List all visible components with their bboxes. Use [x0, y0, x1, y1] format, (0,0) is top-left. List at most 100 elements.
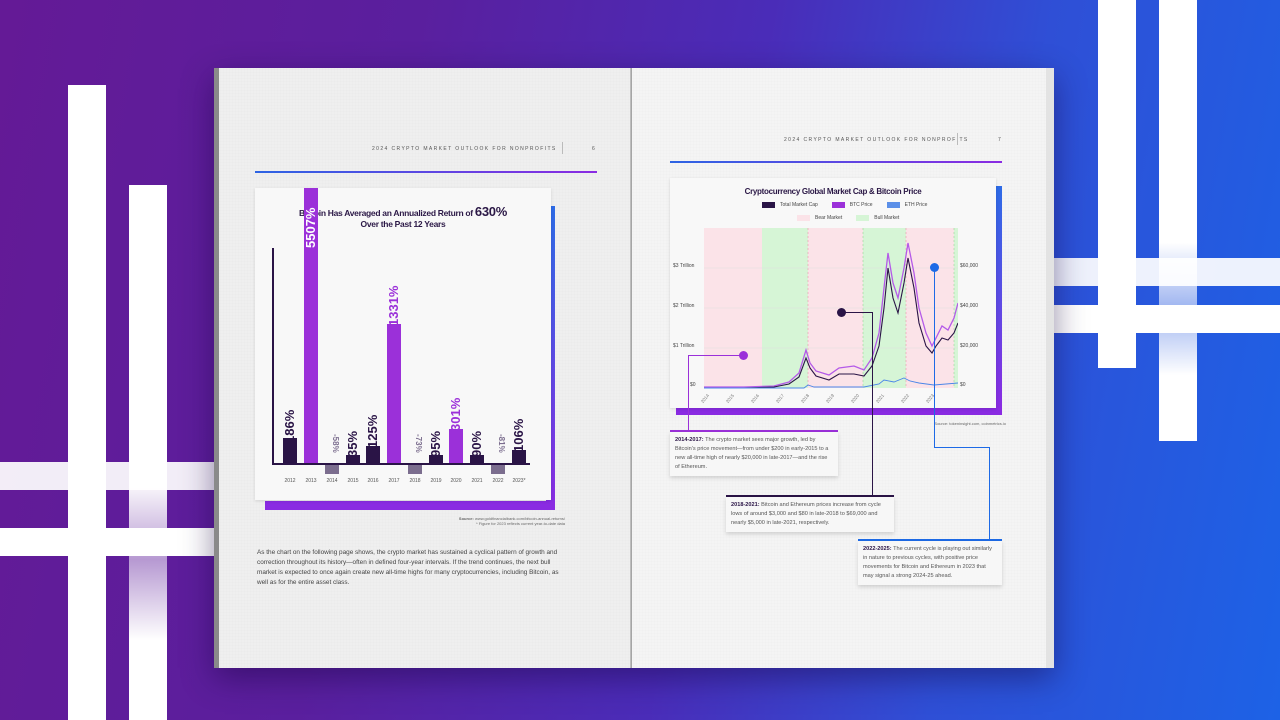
x-tick-label: 2020	[849, 393, 861, 404]
x-tick-label: 2022	[899, 393, 911, 404]
bar-2015	[346, 455, 360, 463]
callout-connector	[934, 267, 935, 447]
bar-2021	[470, 455, 484, 463]
decor-stripe	[68, 85, 106, 720]
legend-btc-price: BTC Price	[831, 202, 873, 208]
bar-value-label: 1331%	[386, 285, 401, 326]
decor-stripe	[0, 462, 220, 490]
page-number: 6	[592, 146, 595, 152]
x-axis-line	[272, 463, 530, 465]
chart-accent-bar	[265, 501, 555, 510]
bar-value-label: 95%	[428, 430, 443, 457]
x-tick-label: 2014	[326, 478, 338, 484]
callout-connector	[726, 495, 894, 497]
body-paragraph: As the chart on the following page shows…	[257, 549, 559, 586]
market-cap-line-chart	[704, 228, 958, 389]
bar-2020	[449, 429, 463, 463]
legend-bear-market: Bear Market	[797, 215, 842, 221]
market-cap-chart-card: Cryptocurrency Global Market Cap & Bitco…	[670, 178, 996, 408]
decor-stripe	[1054, 305, 1280, 333]
chart-legend: Total Market Cap BTC Price ETH Price	[762, 202, 927, 208]
y-left-tick: $2 Trillion	[673, 303, 695, 309]
x-tick-label: 2016	[367, 478, 379, 484]
callout-2022-2025: 2022-2025: The current cycle is playing …	[858, 541, 1002, 585]
bar-value-label: 35%	[345, 430, 360, 457]
callout-connector	[688, 355, 743, 356]
right-page: 2024 CRYPTO MARKET OUTLOOK FOR NONPROFIT…	[632, 68, 1054, 668]
open-report-book: 2024 CRYPTO MARKET OUTLOOK FOR NONPROFIT…	[214, 68, 1054, 668]
x-tick-label: 2023*	[512, 478, 526, 484]
bar-value-label: -73%	[414, 434, 423, 453]
decor-stripe	[1054, 258, 1280, 286]
y-right-tick: $60,000	[960, 263, 979, 269]
callout-connector	[858, 539, 1002, 541]
page-number: 7	[998, 137, 1001, 143]
x-tick-label: 2019	[430, 478, 442, 484]
left-page: 2024 CRYPTO MARKET OUTLOOK FOR NONPROFIT…	[214, 68, 632, 668]
y-axis-line	[272, 248, 274, 463]
bar-plot-area: 186% 5507% -58% 35% 125% 1331% -73% 95% …	[272, 188, 530, 474]
callout-2018-2021: 2018-2021: Bitcoin and Ethereum prices i…	[726, 497, 894, 532]
x-tick-label: 2018	[409, 478, 421, 484]
header-rule	[670, 161, 1002, 163]
bar-2019	[429, 455, 443, 463]
bar-value-label: 301%	[448, 397, 463, 431]
header-divider	[957, 133, 958, 145]
returns-chart-card: Bitcoin Has Averaged an Annualized Retur…	[255, 188, 551, 500]
x-tick-label: 2021	[874, 393, 886, 404]
y-right-tick: $20,000	[960, 343, 979, 349]
chart-accent-bar	[993, 186, 1002, 410]
chart-title: Cryptocurrency Global Market Cap & Bitco…	[744, 187, 922, 196]
callout-connector	[989, 447, 990, 539]
chart-source: Source: www.goldfinancialbank.com/bitcoi…	[458, 516, 565, 526]
bar-value-label: -81%	[497, 434, 506, 453]
x-tick-label: 2015	[347, 478, 359, 484]
bar-2022	[491, 465, 505, 474]
y-right-tick: $40,000	[960, 303, 979, 309]
x-tick-label: 2021	[471, 478, 483, 484]
running-head: 2024 CRYPTO MARKET OUTLOOK FOR NONPROFIT…	[784, 137, 969, 143]
bar-2013	[304, 188, 318, 463]
callout-2014-2017: 2014-2017: The crypto market sees major …	[670, 432, 838, 476]
y-left-tick: $3 Trillion	[673, 263, 695, 269]
chart-title: Bitcoin Has Averaged an Annualized Retur…	[299, 204, 507, 229]
x-tick-label: 2013	[305, 478, 317, 484]
x-tick-label: 2012	[284, 478, 296, 484]
header-divider	[562, 142, 563, 154]
chart-source: Source: tokeninsight.com, coinmetrics.io	[934, 421, 1006, 426]
bar-value-label: -58%	[331, 434, 340, 453]
header-rule	[255, 171, 597, 173]
chart-legend-regions: Bear Market Bull Market	[797, 215, 899, 221]
bar-value-label: 5507%	[303, 207, 318, 248]
bar-2016	[366, 446, 380, 463]
x-tick-label: 2014	[699, 393, 711, 404]
running-head: 2024 CRYPTO MARKET OUTLOOK FOR NONPROFIT…	[372, 146, 557, 152]
bar-value-label: 186%	[282, 409, 297, 443]
x-tick-label: 2017	[388, 478, 400, 484]
legend-bull-market: Bull Market	[856, 215, 899, 221]
decor-stripe	[1159, 0, 1197, 441]
x-tick-label: 2015	[724, 393, 736, 404]
decor-stripe	[0, 528, 220, 556]
callout-connector	[934, 447, 990, 448]
decor-stripe	[129, 185, 167, 720]
x-tick-label: 2018	[799, 393, 811, 404]
callout-connector	[688, 355, 689, 430]
x-tick-label: 2020	[450, 478, 462, 484]
bar-2023	[512, 450, 526, 463]
x-tick-label: 2019	[824, 393, 836, 404]
y-left-tick: $1 Trillion	[673, 343, 695, 349]
bar-value-label: 125%	[365, 414, 380, 448]
bar-2017	[387, 324, 401, 463]
x-tick-label: 2017	[774, 393, 786, 404]
legend-eth-price: ETH Price	[886, 202, 927, 208]
legend-total-market-cap: Total Market Cap	[762, 202, 818, 208]
callout-connector	[670, 430, 838, 432]
callout-marker-dot	[739, 351, 748, 360]
y-right-tick: $0	[960, 382, 966, 388]
x-tick-label: 2016	[749, 393, 761, 404]
chart-accent-bar	[676, 406, 1002, 415]
callout-connector	[841, 312, 873, 313]
bar-value-label: 106%	[511, 418, 526, 452]
callout-connector	[872, 312, 873, 495]
